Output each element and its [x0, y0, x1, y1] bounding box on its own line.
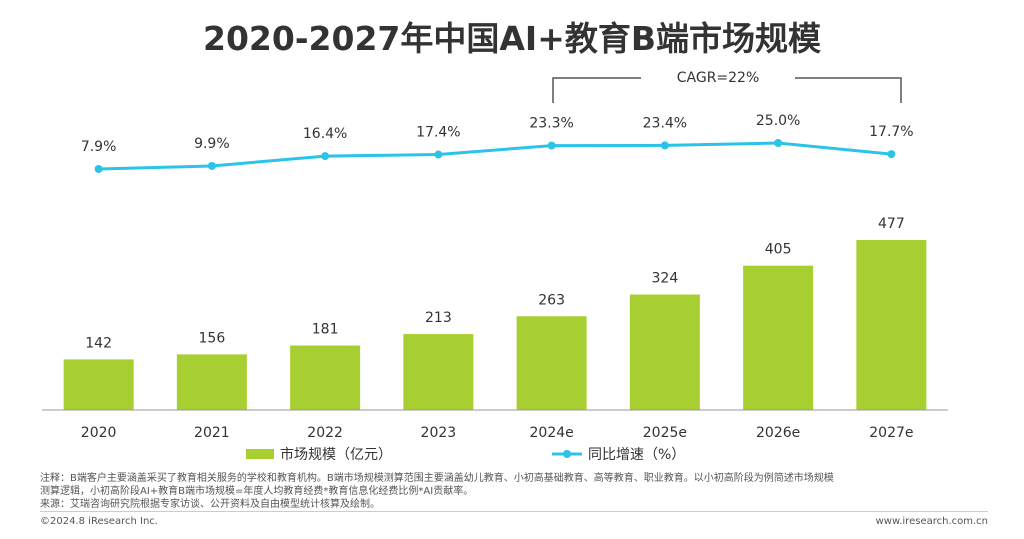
- growth-value-label: 16.4%: [303, 126, 347, 142]
- growth-point: [94, 165, 103, 173]
- bar-2024e: [516, 316, 587, 410]
- bar-value-label: 181: [312, 321, 339, 337]
- growth-point: [887, 150, 896, 159]
- bar-2021: [176, 354, 247, 410]
- x-tick-label: 2020: [81, 425, 117, 441]
- growth-point: [774, 139, 783, 147]
- bar-value-label: 324: [652, 271, 679, 287]
- bar-value-label: 213: [425, 310, 452, 326]
- growth-point: [660, 141, 669, 150]
- x-tick-label: 2025e: [643, 425, 687, 441]
- footnote-line-1: 注释：B端客户主要涵盖采买了教育相关服务的学校和教育机构。B端市场规模测算范围主…: [40, 473, 834, 484]
- growth-value-label: 9.9%: [194, 136, 230, 152]
- bar-value-label: 405: [765, 242, 792, 258]
- cagr-bracket: CAGR=22%: [552, 70, 902, 103]
- bar-2026e: [743, 265, 814, 410]
- footnote-line-2: 测算逻辑，小初高阶段AI+教育B端市场规模=年度人均教育经费*教育信息化经费比例…: [40, 486, 474, 497]
- copyright: ©2024.8 iResearch Inc.: [40, 516, 158, 527]
- cagr-bracket-line: [552, 77, 902, 103]
- x-tick-label: 2027e: [869, 425, 913, 441]
- x-tick-label: 2024e: [530, 425, 574, 441]
- bar-value-label: 263: [538, 292, 565, 308]
- bar-2023: [403, 334, 474, 410]
- growth-value-label: 23.3%: [529, 116, 573, 132]
- x-tick-labels: 2020 2021 2022 2023 2024e 2025e 2026e 2027e: [81, 425, 914, 441]
- bars-group: 142 156 181 213 263 324 405 477: [63, 216, 927, 410]
- growth-point: [547, 141, 556, 150]
- chart-title: 2020-2027年中国AI+教育B端市场规模: [202, 19, 821, 58]
- cagr-label: CAGR=22%: [677, 70, 760, 86]
- bar-2025e: [629, 294, 700, 410]
- growth-value-label: 25.0%: [756, 113, 800, 129]
- growth-value-label: 17.4%: [416, 125, 460, 141]
- legend-line-label: 同比增速（%）: [588, 447, 685, 463]
- legend-bar-swatch: [246, 449, 274, 459]
- x-tick-label: 2026e: [756, 425, 800, 441]
- footnote-source: 来源：艾瑞咨询研究院根据专家访谈、公开资料及自由模型统计核算及绘制。: [40, 499, 380, 510]
- bar-2027e: [856, 240, 927, 410]
- bar-value-label: 477: [878, 216, 905, 232]
- legend: 市场规模（亿元） 同比增速（%）: [246, 446, 685, 463]
- growth-value-label: 23.4%: [643, 115, 687, 131]
- line-group: 7.9% 9.9% 16.4% 17.4% 23.3% 23.4% 25.0% 17.7%: [81, 113, 914, 173]
- growth-value-label: 17.7%: [869, 124, 913, 140]
- legend-line-marker: [563, 450, 571, 458]
- growth-point: [434, 150, 443, 159]
- bar-2022: [290, 345, 361, 410]
- footer-divider: [40, 511, 988, 512]
- growth-value-label: 7.9%: [81, 139, 117, 155]
- growth-line: [98, 141, 892, 171]
- growth-point: [207, 161, 216, 170]
- x-tick-label: 2022: [307, 425, 343, 441]
- legend-bar-label: 市场规模（亿元）: [280, 446, 392, 463]
- x-tick-label: 2023: [421, 425, 457, 441]
- bar-value-label: 142: [85, 335, 112, 351]
- growth-point: [321, 152, 330, 161]
- website: www.iresearch.com.cn: [875, 516, 988, 527]
- x-tick-label: 2021: [194, 425, 230, 441]
- bar-2020: [63, 359, 134, 410]
- bar-value-label: 156: [199, 330, 226, 346]
